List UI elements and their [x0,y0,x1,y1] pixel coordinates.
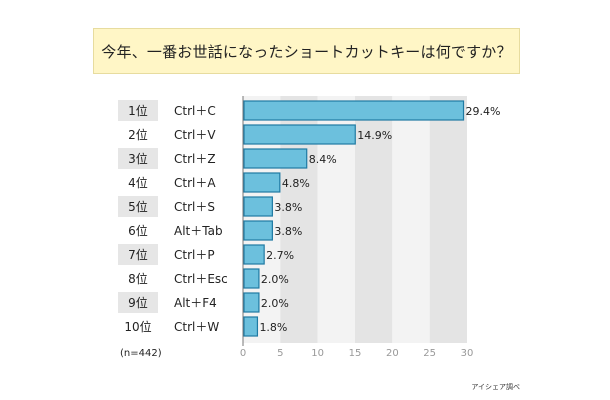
bar [243,172,281,193]
grid-band [429,96,467,343]
bar [243,244,265,265]
bar-value-label: 2.7% [266,249,294,262]
bar-value-label: 8.4% [309,153,337,166]
x-tick-label: 5 [277,348,283,359]
rank-cell-shade [118,148,158,169]
bar [243,124,356,145]
x-tick-label: 30 [461,348,474,359]
category-label: Alt＋F4 [174,296,217,310]
bar [243,148,308,169]
bar [243,196,273,217]
rank-label: 5位 [128,199,148,214]
source-note: アイシェア調べ [471,383,520,391]
category-label: Ctrl＋W [174,320,219,334]
grid-band [355,96,393,343]
category-label: Ctrl＋C [174,104,216,118]
category-label: Ctrl＋Z [174,152,216,166]
bar-value-label: 2.0% [261,297,289,310]
bar-value-label: 1.8% [259,321,287,334]
x-tick-label: 0 [240,348,246,359]
sample-size-note: (n=442) [120,348,162,359]
rank-label: 8位 [128,271,148,286]
grid-band [392,96,430,343]
bar-value-label: 4.8% [282,177,310,190]
bar [243,292,260,313]
chart-title: 今年、一番お世話になったショートカットキーは何ですか？ [93,28,520,74]
bar [243,220,273,241]
bar-value-label: 14.9% [357,129,392,142]
category-label: Ctrl＋S [174,200,215,214]
bar-value-label: 2.0% [261,273,289,286]
rank-cell-shade [118,244,158,265]
bar-value-label: 3.8% [274,225,302,238]
rank-label: 6位 [128,223,148,238]
x-tick-label: 10 [311,348,324,359]
x-tick-label: 15 [349,348,362,359]
bar [243,268,260,289]
category-label: Alt＋Tab [174,224,223,238]
rank-label: 4位 [128,175,148,190]
category-label: Ctrl＋V [174,128,216,142]
category-label: Ctrl＋A [174,176,216,190]
category-label: Ctrl＋Esc [174,272,228,286]
bar [243,316,259,337]
rank-label: 7位 [128,247,148,262]
rank-label: 10位 [124,319,151,334]
x-tick-label: 20 [386,348,399,359]
rank-label: 2位 [128,127,148,142]
x-tick-label: 25 [423,348,436,359]
category-label: Ctrl＋P [174,248,215,262]
rank-cell-shade [118,100,158,121]
rank-label: 3位 [128,151,148,166]
bar-value-label: 3.8% [274,201,302,214]
bar [243,100,465,121]
rank-label: 9位 [128,295,148,310]
rank-cell-shade [118,196,158,217]
rank-label: 1位 [128,103,148,118]
rank-cell-shade [118,292,158,313]
bar-value-label: 29.4% [466,105,501,118]
